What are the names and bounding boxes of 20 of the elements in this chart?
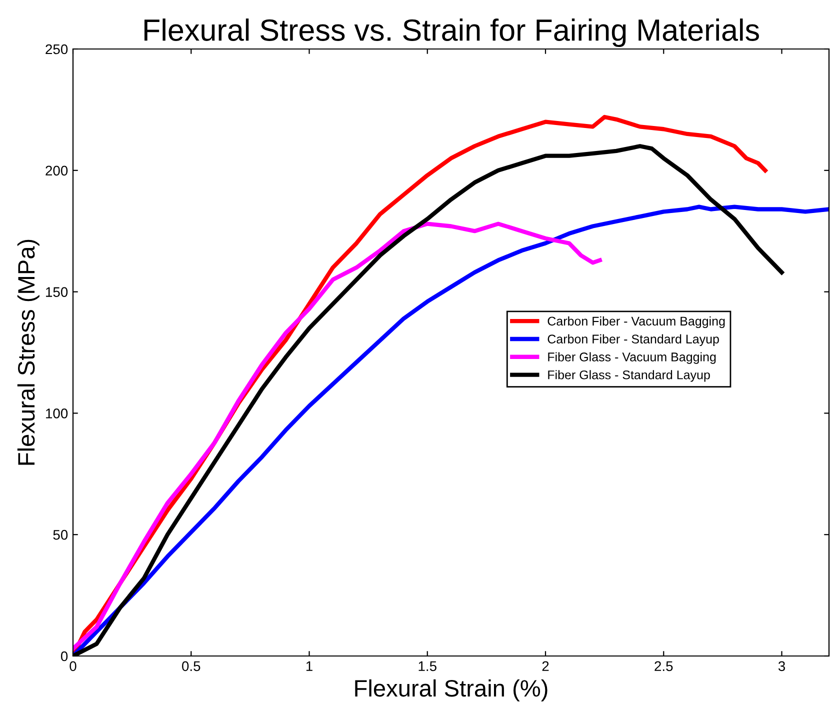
legend-label: Fiber Glass - Standard Layup [548, 370, 710, 382]
x-tick-label: 3 [778, 661, 785, 672]
y-axis-title: Flexural Stress (MPa) [17, 240, 40, 465]
x-tick-label: 1 [306, 661, 312, 671]
y-tick-label: 0 [60, 651, 68, 662]
y-tick-label: 150 [46, 287, 68, 297]
x-tick-label: 0 [70, 661, 76, 672]
y-tick-label: 100 [46, 408, 68, 418]
chart-title: Flexural Stress vs. Strain for Fairing Materials [144, 18, 759, 48]
legend-label: Fiber Glass - Vacuum Bagging [548, 352, 716, 364]
y-tick-label: 50 [53, 530, 68, 540]
x-tick-label: 2.5 [654, 661, 673, 672]
legend-label: Carbon Fiber - Standard Layup [548, 334, 719, 346]
x-tick-label: 2 [542, 661, 549, 671]
x-tick-label: 0.5 [182, 661, 200, 672]
y-tick-label: 200 [46, 166, 68, 176]
x-axis-title: Flexural Strain (%) [355, 679, 548, 702]
legend-label: Carbon Fiber - Vacuum Bagging [548, 316, 725, 328]
y-tick-label: 250 [46, 44, 68, 54]
x-tick-label: 1.5 [418, 661, 436, 672]
